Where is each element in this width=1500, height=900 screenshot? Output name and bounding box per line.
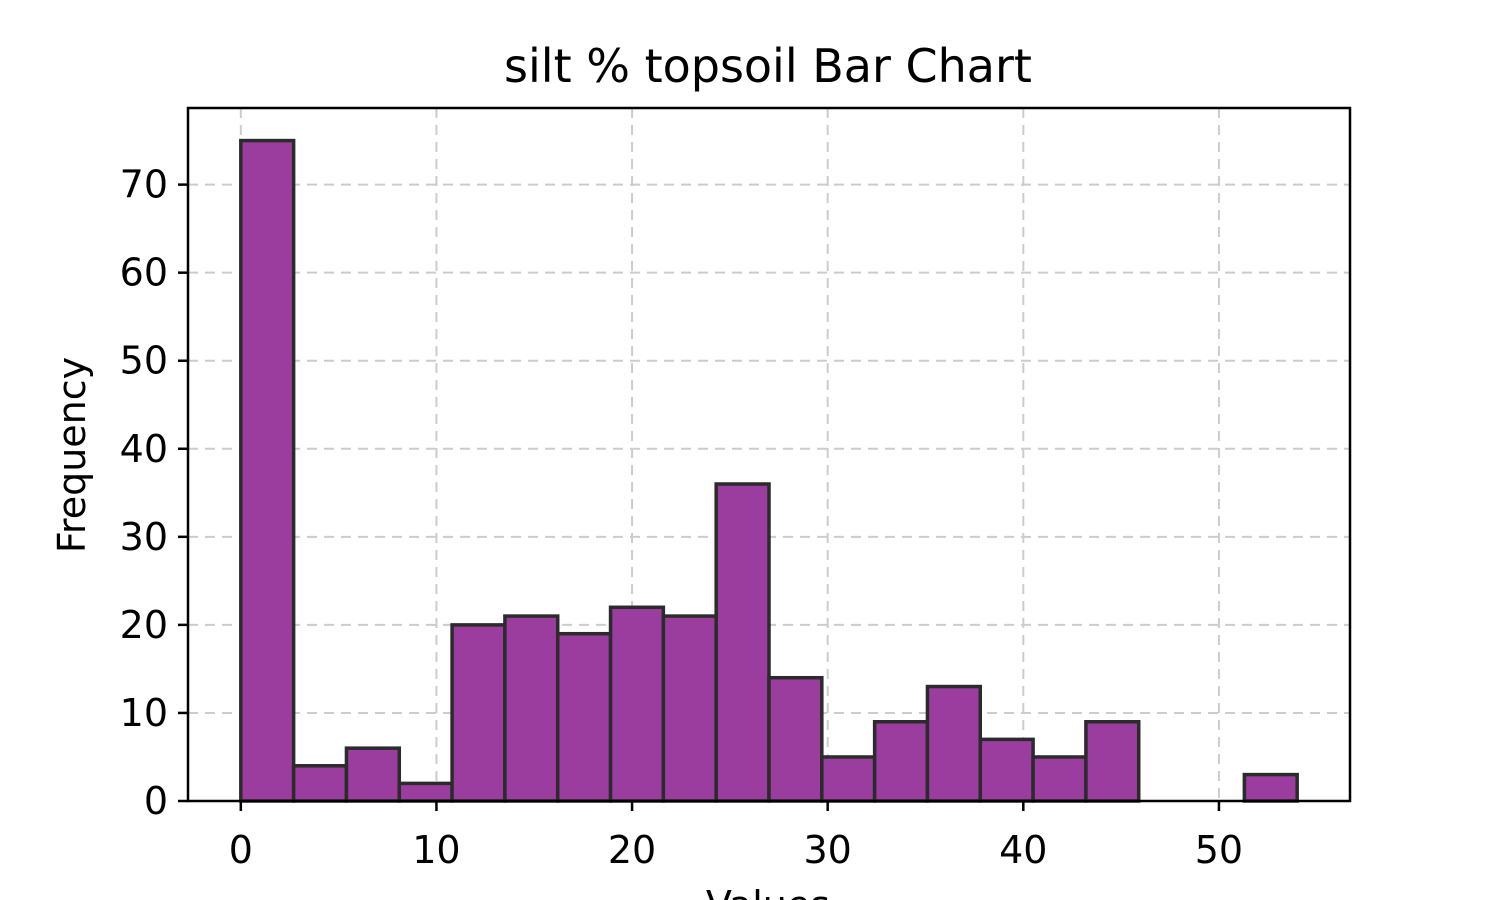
x-tick-label: 0 — [229, 828, 253, 872]
histogram-bar — [872, 719, 930, 803]
histogram-bar — [978, 737, 1035, 803]
histogram-bar — [767, 675, 824, 803]
x-tick-label: 20 — [608, 828, 656, 872]
y-tick-label: 10 — [120, 691, 168, 735]
y-tick-label: 0 — [144, 779, 168, 823]
x-axis-ticks: 0 10 20 30 40 50 — [229, 801, 1243, 872]
y-tick-label: 50 — [120, 339, 168, 383]
histogram-bar — [1242, 772, 1299, 803]
histogram-bar — [555, 631, 613, 803]
histogram-bar — [714, 482, 771, 803]
chart-title: silt % topsoil Bar Chart — [504, 39, 1032, 93]
y-tick-label: 60 — [120, 251, 168, 295]
x-tick-label: 40 — [999, 828, 1047, 872]
histogram-bar — [503, 614, 560, 803]
histogram-bar — [1031, 755, 1088, 803]
histogram-bar — [450, 623, 507, 803]
histogram-bar — [344, 746, 402, 803]
y-tick-label: 70 — [120, 163, 168, 207]
histogram-bar — [291, 764, 349, 803]
y-axis-title: Frequency — [50, 357, 94, 553]
y-tick-label: 40 — [120, 427, 168, 471]
plot-frame — [186, 106, 1352, 803]
x-tick-label: 10 — [412, 828, 460, 872]
histogram-bar — [925, 684, 983, 803]
x-tick-label: 30 — [804, 828, 852, 872]
histogram-bar — [820, 755, 877, 803]
y-tick-label: 30 — [120, 515, 168, 559]
histogram-bar — [239, 138, 296, 803]
x-tick-label: 50 — [1195, 828, 1243, 872]
histogram-bar — [397, 781, 454, 803]
y-tick-label: 20 — [120, 603, 168, 647]
x-axis-title: Values — [706, 883, 830, 900]
histogram-bar — [608, 605, 666, 803]
histogram-bar — [1084, 719, 1141, 803]
histogram-bar — [661, 614, 718, 803]
y-axis-ticks: 0 10 20 30 40 50 60 70 — [120, 163, 188, 823]
bar-layer — [239, 138, 1299, 803]
